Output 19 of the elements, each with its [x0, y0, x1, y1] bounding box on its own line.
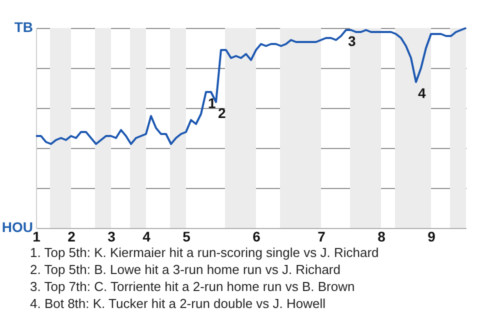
text: 1. Top 5th: K. Kiermaier hit a run-scoring single vs J. Richard [30, 244, 380, 261]
text: HOU [2, 219, 33, 235]
text: 2. Top 5th: B. Lowe hit a 3-run home run vs J. Richard [30, 261, 342, 278]
annotation: 3 [348, 33, 356, 49]
x-tick-label: 8 [378, 228, 386, 244]
text: TB [14, 19, 33, 35]
x-tick-label: 9 [428, 228, 436, 244]
x-tick-label: 6 [252, 228, 261, 244]
x-tick-label: 4 [142, 228, 151, 244]
x-tick-label: 3 [108, 228, 116, 244]
annotation: 1 [208, 95, 216, 111]
annotation: 2 [218, 105, 226, 121]
x-tick-label: 1 [32, 228, 41, 244]
x-tick-label: 5 [182, 228, 191, 244]
text: 4. Bot 8th: K. Tucker hit a 2-run double vs J. Howell [30, 295, 327, 312]
annotation: 4 [418, 85, 426, 101]
text: 3. Top 7th: C. Torriente hit a 2-run home run vs B. Brown [30, 278, 356, 295]
x-tick-label: 7 [318, 228, 326, 244]
x-tick-label: 2 [68, 228, 76, 244]
